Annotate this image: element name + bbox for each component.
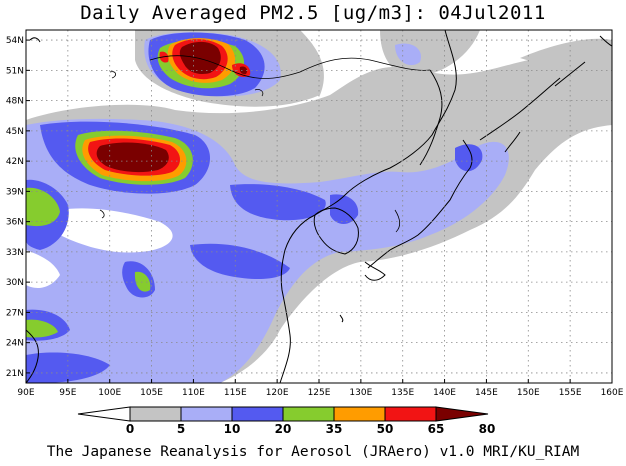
lon-tick-label: 135E (391, 388, 414, 398)
map-grid (26, 30, 612, 383)
lon-axis: 90E 95E 100E 105E 110E 115E 120E 125E 130E 135E 14… (17, 379, 624, 398)
credit-line: The Japanese Reanalysis for Aerosol (JRA… (46, 444, 580, 460)
lon-tick-label: 110E (182, 388, 205, 398)
colorbar-segment (333, 406, 386, 422)
colorbar-segment (180, 406, 233, 422)
colorbar-level-label: 65 (428, 422, 445, 436)
lat-tick-label: 24N (6, 339, 24, 349)
pm25-shading (26, 30, 612, 383)
colorbar-level-label: 50 (377, 422, 394, 436)
colorbar: 0 5 10 20 35 50 65 80 (77, 406, 496, 436)
colorbar-level-label: 20 (275, 422, 292, 436)
lat-tick-label: 51N (6, 66, 24, 76)
lon-tick-label: 140E (433, 388, 456, 398)
colorbar-segment (384, 406, 437, 422)
lat-axis: 54N 51N 48N 45N 42N 39N 36N 33N 30N 27N 24N 21N (6, 36, 30, 379)
lon-tick-label: 115E (224, 388, 247, 398)
colorbar-level-label: 5 (177, 422, 185, 436)
colorbar-segment (129, 406, 182, 422)
colorbar-level-label: 35 (326, 422, 343, 436)
lat-tick-label: 27N (6, 308, 24, 318)
colorbar-level-label: 0 (126, 422, 134, 436)
lon-tick-label: 125E (308, 388, 331, 398)
lon-tick-label: 90E (17, 388, 34, 398)
pm25-band-0-5 (26, 208, 173, 288)
lon-tick-label: 105E (140, 388, 163, 398)
lon-tick-label: 155E (559, 388, 582, 398)
lat-tick-label: 33N (6, 248, 24, 258)
lat-tick-label: 48N (6, 97, 24, 107)
lat-tick-label: 36N (6, 218, 24, 228)
colorbar-segment (282, 406, 335, 422)
lat-tick-label: 54N (6, 36, 24, 46)
lon-tick-label: 120E (266, 388, 289, 398)
lat-tick-label: 39N (6, 187, 24, 197)
lat-tick-label: 21N (6, 369, 24, 379)
lat-tick-label: 45N (6, 127, 24, 137)
lat-tick-label: 42N (6, 157, 24, 167)
lon-tick-label: 95E (59, 388, 76, 398)
lon-tick-label: 145E (475, 388, 498, 398)
colorbar-segment (231, 406, 284, 422)
map-title: Daily Averaged PM2.5 [ug/m3]: 04Jul2011 (80, 2, 546, 24)
pm25-band-80-plus (96, 41, 248, 173)
land-borders (99, 55, 431, 233)
colorbar-level-label: 80 (479, 422, 496, 436)
colorbar-level-label: 10 (224, 422, 241, 436)
lon-tick-label: 130E (349, 388, 372, 398)
lon-tick-label: 100E (98, 388, 121, 398)
lon-tick-label: 160E (601, 388, 624, 398)
colorbar-high-arrow (435, 406, 489, 422)
lat-tick-label: 30N (6, 278, 24, 288)
lon-tick-label: 150E (517, 388, 540, 398)
colorbar-low-arrow (77, 406, 131, 422)
